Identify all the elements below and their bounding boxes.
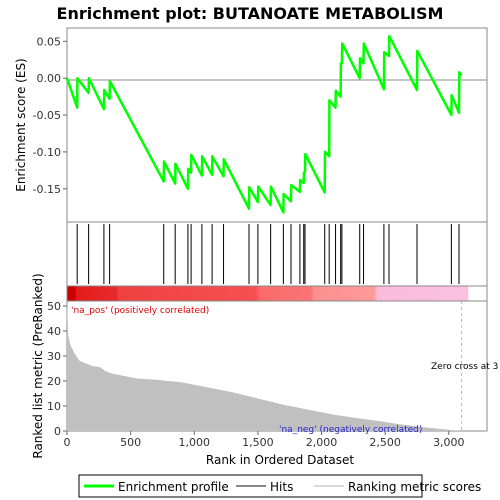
es-y-tick-label: -0.05	[33, 109, 61, 122]
es-y-tick-label: -0.10	[33, 146, 61, 159]
legend-enrichment-label: Enrichment profile	[118, 480, 229, 494]
metric-y-tick-label: 20	[47, 375, 61, 388]
hits-panel-frame	[66, 221, 488, 287]
es-panel-frame	[66, 27, 488, 223]
es-y-axis: 0.05 0.00 -0.05 -0.10 -0.15	[33, 35, 67, 196]
es-y-tick-label: 0.00	[37, 72, 62, 85]
es-y-tick-label: -0.15	[33, 183, 61, 196]
metric-y-tick-label: 50	[47, 300, 61, 313]
ranked-metric-panel: Zero cross at 3 'na_pos' (positively cor…	[31, 273, 498, 467]
metric-x-tick-label: 1,500	[242, 436, 274, 449]
metric-x-tick-label: 500	[120, 436, 141, 449]
metric-x-tick-label: 2,000	[306, 436, 338, 449]
ranking-metric-area	[67, 301, 462, 431]
enrichment-profile-line	[65, 34, 463, 214]
zero-cross-label: Zero cross at 3	[431, 362, 498, 372]
legend-metric-label: Ranking metric scores	[348, 480, 481, 494]
chart-title: Enrichment plot: BUTANOATE METABOLISM	[57, 4, 444, 23]
metric-y-tick-label: 0	[54, 425, 61, 438]
metric-y-axis-label: Ranked list metric (PreRanked)	[31, 273, 45, 458]
metric-x-tick-label: 3,000	[433, 436, 465, 449]
metric-y-tick-label: 30	[47, 350, 61, 363]
es-y-axis-label: Enrichment score (ES)	[14, 58, 28, 191]
legend: Enrichment profile Hits Ranking metric s…	[78, 474, 481, 498]
positive-correlation-label: 'na_pos' (positively correlated)	[71, 306, 209, 316]
metric-x-axis-label: Rank in Ordered Dataset	[206, 453, 354, 467]
hits-panel	[66, 221, 488, 287]
legend-hits-label: Hits	[270, 480, 293, 494]
hit-lines	[76, 224, 460, 284]
metric-y-tick-label: 10	[47, 400, 61, 413]
metric-x-tick-label: 1,000	[179, 436, 211, 449]
es-y-tick-label: 0.05	[37, 35, 62, 48]
correlation-gradient	[66, 285, 488, 302]
metric-x-axis: 0 500 1,000 1,500 2,000 2,500 3,000	[64, 431, 465, 449]
metric-y-axis: 0 10 20 30 40 50	[47, 300, 67, 438]
correlation-color-bar	[66, 285, 488, 302]
metric-x-tick-label: 0	[64, 436, 71, 449]
es-panel: 0.05 0.00 -0.05 -0.10 -0.15 Enrichment score…	[14, 27, 488, 223]
negative-correlation-label: 'na_neg' (negatively correlated)	[279, 425, 422, 435]
metric-x-tick-label: 2,500	[369, 436, 401, 449]
metric-y-tick-label: 40	[47, 325, 61, 338]
